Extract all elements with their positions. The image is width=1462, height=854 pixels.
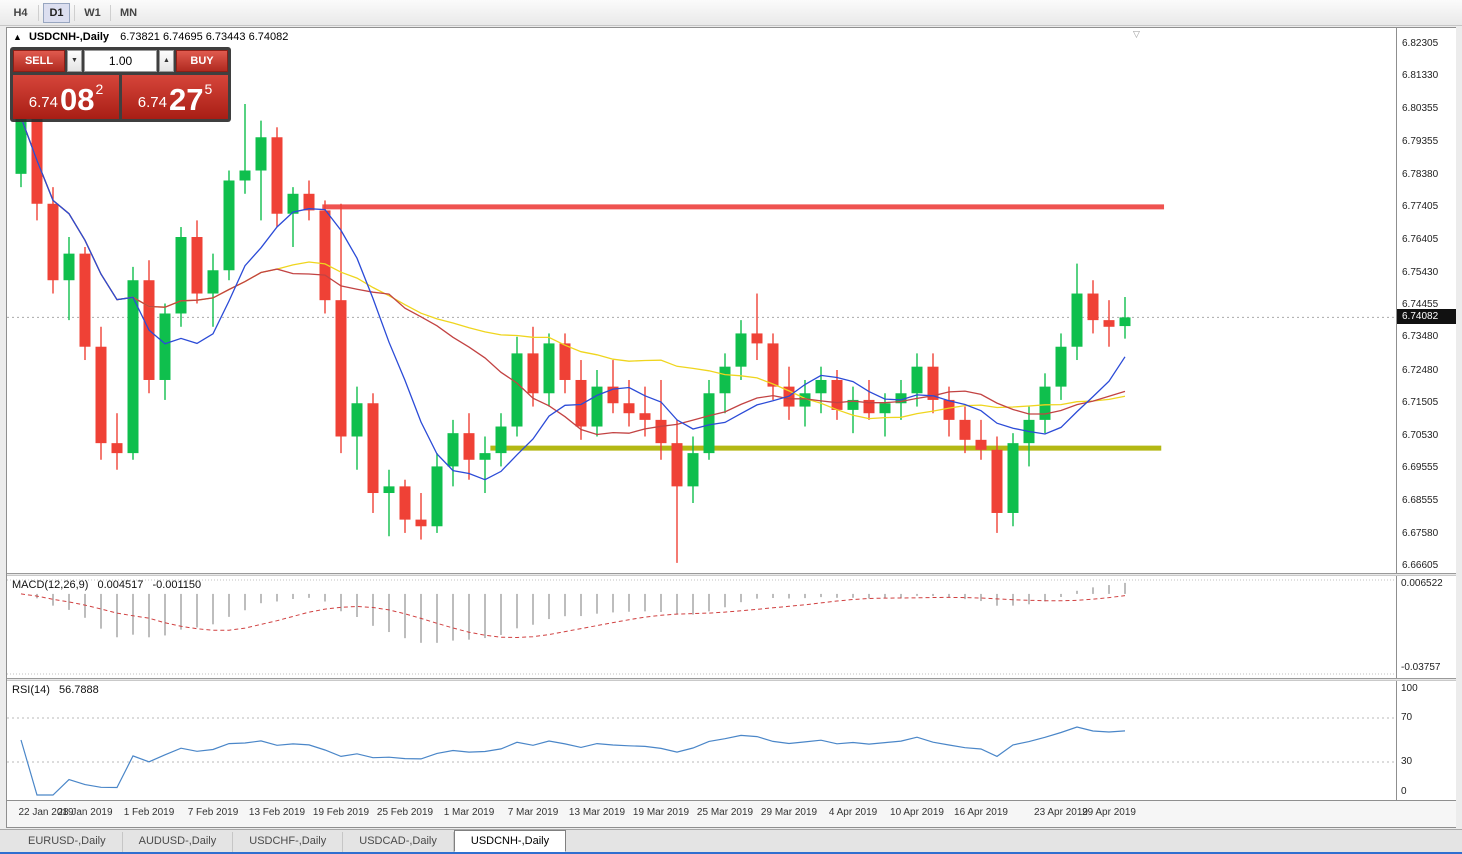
price-scale-label: 6.76405: [1402, 234, 1439, 245]
one-click-trading-panel: SELL ▼ ▲ BUY 6.74 08 2 6.74 27 5: [10, 47, 231, 122]
time-axis-label: 4 Apr 2019: [828, 807, 878, 818]
chart-tab[interactable]: USDCNH-,Daily: [453, 830, 567, 852]
sell-price-display[interactable]: 6.74 08 2: [13, 75, 119, 119]
toolbar-separator: [74, 4, 75, 21]
toolbar-separator: [110, 4, 111, 21]
tf-button-mn[interactable]: MN: [119, 6, 138, 19]
macd-canvas[interactable]: [7, 576, 1396, 678]
chart-tab[interactable]: USDCHF-,Daily: [233, 832, 344, 852]
price-chart-canvas[interactable]: [7, 28, 1396, 573]
price-scale-label: 6.78380: [1402, 169, 1439, 180]
time-axis-label: 10 Apr 2019: [890, 807, 944, 818]
price-scale-label: 6.69555: [1402, 462, 1439, 473]
time-axis-label: 1 Feb 2019: [123, 807, 175, 818]
rsi-canvas[interactable]: [7, 681, 1396, 799]
price-scale-label: 6.75430: [1402, 267, 1439, 278]
chart-symbol-label: USDCNH-,Daily: [28, 31, 110, 43]
time-axis-label: 25 Mar 2019: [696, 807, 754, 818]
sell-price-prefix: 6.74: [28, 94, 58, 111]
price-scale-label: 6.66605: [1402, 560, 1439, 571]
sell-button[interactable]: SELL: [13, 50, 65, 72]
timeframe-toolbar: H4 D1 W1 MN: [0, 0, 1462, 26]
tf-button-w1[interactable]: W1: [84, 6, 101, 19]
macd-pane-splitter[interactable]: [7, 573, 1456, 576]
buy-price-prefix: 6.74: [137, 94, 167, 111]
time-axis-label: 13 Mar 2019: [568, 807, 626, 818]
price-scale-label: 6.74455: [1402, 299, 1439, 310]
rsi-scale-70-label: 70: [1401, 712, 1413, 723]
time-axis-label: 13 Feb 2019: [248, 807, 306, 818]
buy-price-pips: 27: [168, 82, 204, 117]
buy-button[interactable]: BUY: [176, 50, 228, 72]
rsi-value: 56.7888: [58, 684, 99, 696]
time-axis-label: 29 Mar 2019: [760, 807, 818, 818]
rsi-header: RSI(14) 56.7888: [12, 684, 105, 696]
chart-ohlc-values: 6.73821 6.74695 6.73443 6.74082: [120, 31, 289, 43]
macd-signal-value: -0.001150: [152, 579, 202, 591]
macd-label: MACD(12,26,9): [12, 579, 89, 591]
chart-shift-marker-icon[interactable]: ▽: [1133, 29, 1140, 39]
price-scale-label: 6.67580: [1402, 528, 1439, 539]
volume-down-icon[interactable]: ▼: [67, 50, 82, 72]
price-scale-label: 6.81330: [1402, 70, 1439, 81]
taskbar-sliver: [0, 852, 1462, 854]
price-scale[interactable]: 6.74082 6.82305 6.81330 6.80355 6.79355 6.78…: [1396, 28, 1456, 800]
time-axis-label: 29 Apr 2019: [1082, 807, 1136, 818]
time-axis-label: 7 Mar 2019: [507, 807, 559, 818]
time-axis[interactable]: 22 Jan 2019 28 Jan 2019 1 Feb 2019 7 Feb 20…: [7, 800, 1456, 827]
tf-button-d1[interactable]: D1: [43, 2, 70, 23]
price-scale-label: 6.77405: [1402, 201, 1439, 212]
volume-up-icon[interactable]: ▲: [159, 50, 174, 72]
buy-price-display[interactable]: 6.74 27 5: [122, 75, 228, 119]
chart-tab[interactable]: USDCAD-,Daily: [343, 832, 454, 852]
time-axis-label: 16 Apr 2019: [954, 807, 1008, 818]
macd-scale-min-label: -0.03757: [1401, 662, 1441, 673]
macd-scale-max-label: 0.006522: [1401, 578, 1443, 589]
rsi-scale-0-label: 0: [1401, 786, 1407, 797]
price-scale-label: 6.68555: [1402, 495, 1439, 506]
time-axis-label: 19 Feb 2019: [312, 807, 370, 818]
sell-price-point: 2: [95, 81, 104, 97]
chart-window: ▲ USDCNH-,Daily 6.73821 6.74695 6.73443 …: [6, 27, 1456, 828]
price-scale-label: 6.70530: [1402, 430, 1439, 441]
rsi-label: RSI(14): [12, 684, 50, 696]
time-axis-label: 28 Jan 2019: [57, 807, 113, 818]
macd-header: MACD(12,26,9) 0.004517 -0.001150: [12, 579, 207, 591]
time-axis-label: 1 Mar 2019: [443, 807, 495, 818]
chart-tab[interactable]: EURUSD-,Daily: [12, 832, 123, 852]
macd-main-value: 0.004517: [97, 579, 144, 591]
rsi-pane-splitter[interactable]: [7, 678, 1456, 681]
buy-price-point: 5: [204, 81, 213, 97]
price-scale-label: 6.72480: [1402, 365, 1439, 376]
one-click-collapse-icon[interactable]: ▲: [13, 32, 22, 42]
current-price-badge: 6.74082: [1397, 309, 1456, 324]
price-scale-label: 6.80355: [1402, 103, 1439, 114]
time-axis-label: 25 Feb 2019: [376, 807, 434, 818]
chart-tab-bar: EURUSD-,Daily AUDUSD-,Daily USDCHF-,Daily U…: [0, 829, 1462, 852]
rsi-scale-30-label: 30: [1401, 756, 1413, 767]
price-scale-label: 6.73480: [1402, 331, 1439, 342]
volume-input[interactable]: [84, 50, 157, 72]
rsi-scale-100-label: 100: [1401, 683, 1418, 694]
price-scale-label: 6.71505: [1402, 397, 1439, 408]
price-scale-label: 6.82305: [1402, 38, 1439, 49]
chart-tab[interactable]: AUDUSD-,Daily: [123, 832, 234, 852]
tf-button-h4[interactable]: H4: [13, 6, 28, 19]
sell-price-pips: 08: [59, 82, 95, 117]
price-scale-label: 6.79355: [1402, 136, 1439, 147]
time-axis-label: 7 Feb 2019: [187, 807, 239, 818]
time-axis-label: 23 Apr 2019: [1034, 807, 1088, 818]
toolbar-separator: [38, 4, 39, 21]
time-axis-label: 19 Mar 2019: [632, 807, 690, 818]
time-axis-label: 22 Jan 2019: [18, 807, 74, 818]
chart-title: ▲ USDCNH-,Daily 6.73821 6.74695 6.73443 …: [13, 31, 288, 43]
